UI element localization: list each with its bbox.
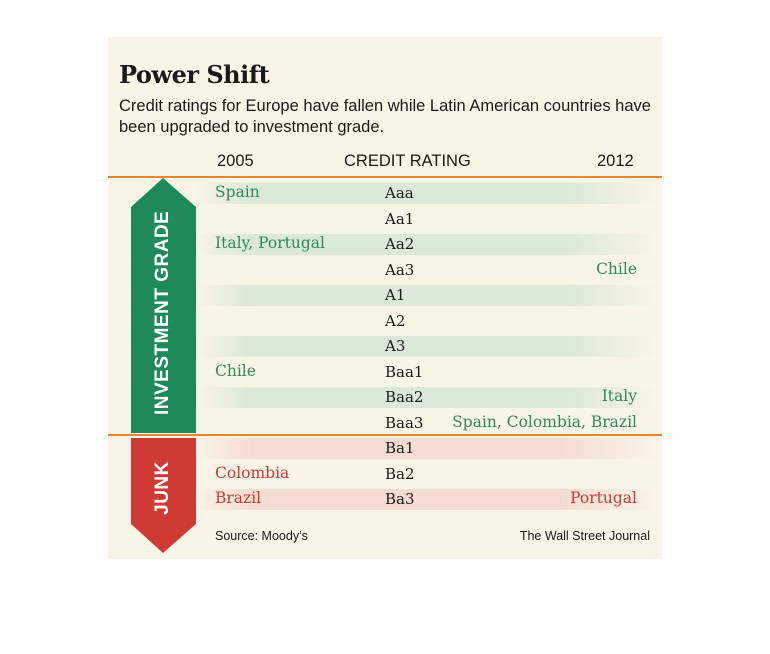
row-band bbox=[196, 336, 656, 357]
country-2012: Chile bbox=[596, 260, 637, 278]
row-band bbox=[196, 183, 656, 204]
junk-arrow bbox=[131, 438, 196, 553]
rating-label: Ba1 bbox=[385, 439, 415, 457]
chart-title: Power Shift bbox=[119, 60, 270, 89]
chart-subtitle: Credit ratings for Europe have fallen wh… bbox=[119, 97, 651, 136]
publisher-credit: The Wall Street Journal bbox=[519, 529, 650, 543]
row-band bbox=[196, 285, 656, 306]
country-2005: Brazil bbox=[215, 489, 262, 507]
rating-label: Baa3 bbox=[385, 414, 424, 432]
source-note: Source: Moody’s bbox=[215, 529, 308, 543]
top-rule bbox=[108, 176, 662, 178]
rating-label: Aa2 bbox=[385, 235, 415, 253]
row-band bbox=[196, 438, 656, 459]
row-band bbox=[196, 234, 656, 255]
rating-label: A2 bbox=[385, 312, 406, 330]
investment-grade-label: INVESTMENT GRADE bbox=[152, 210, 173, 415]
rating-label: A3 bbox=[385, 337, 406, 355]
country-2005: Italy, Portugal bbox=[215, 234, 325, 252]
country-2012: Portugal bbox=[570, 489, 637, 507]
row-band bbox=[196, 489, 656, 510]
rating-label: Aa3 bbox=[385, 261, 415, 279]
rating-label: Ba2 bbox=[385, 465, 415, 483]
junk-divider-rule bbox=[108, 434, 662, 436]
column-header-credit-rating: CREDIT RATING bbox=[344, 152, 471, 170]
country-2005: Chile bbox=[215, 362, 256, 380]
rating-label: Aaa bbox=[385, 184, 414, 202]
rating-label: Baa1 bbox=[385, 363, 424, 381]
rating-label: Ba3 bbox=[385, 490, 415, 508]
column-header-2005: 2005 bbox=[217, 152, 254, 170]
country-2012: Spain, Colombia, Brazil bbox=[452, 413, 637, 431]
country-2012: Italy bbox=[601, 387, 637, 405]
column-header-2012: 2012 bbox=[597, 152, 634, 170]
rating-label: A1 bbox=[385, 286, 406, 304]
country-2005: Spain bbox=[215, 183, 260, 201]
row-band bbox=[196, 387, 656, 408]
junk-label: JUNK bbox=[152, 461, 173, 515]
rating-label: Baa2 bbox=[385, 388, 424, 406]
investment-grade-arrow bbox=[131, 178, 196, 433]
country-2005: Colombia bbox=[215, 464, 290, 482]
rating-label: Aa1 bbox=[385, 210, 415, 228]
